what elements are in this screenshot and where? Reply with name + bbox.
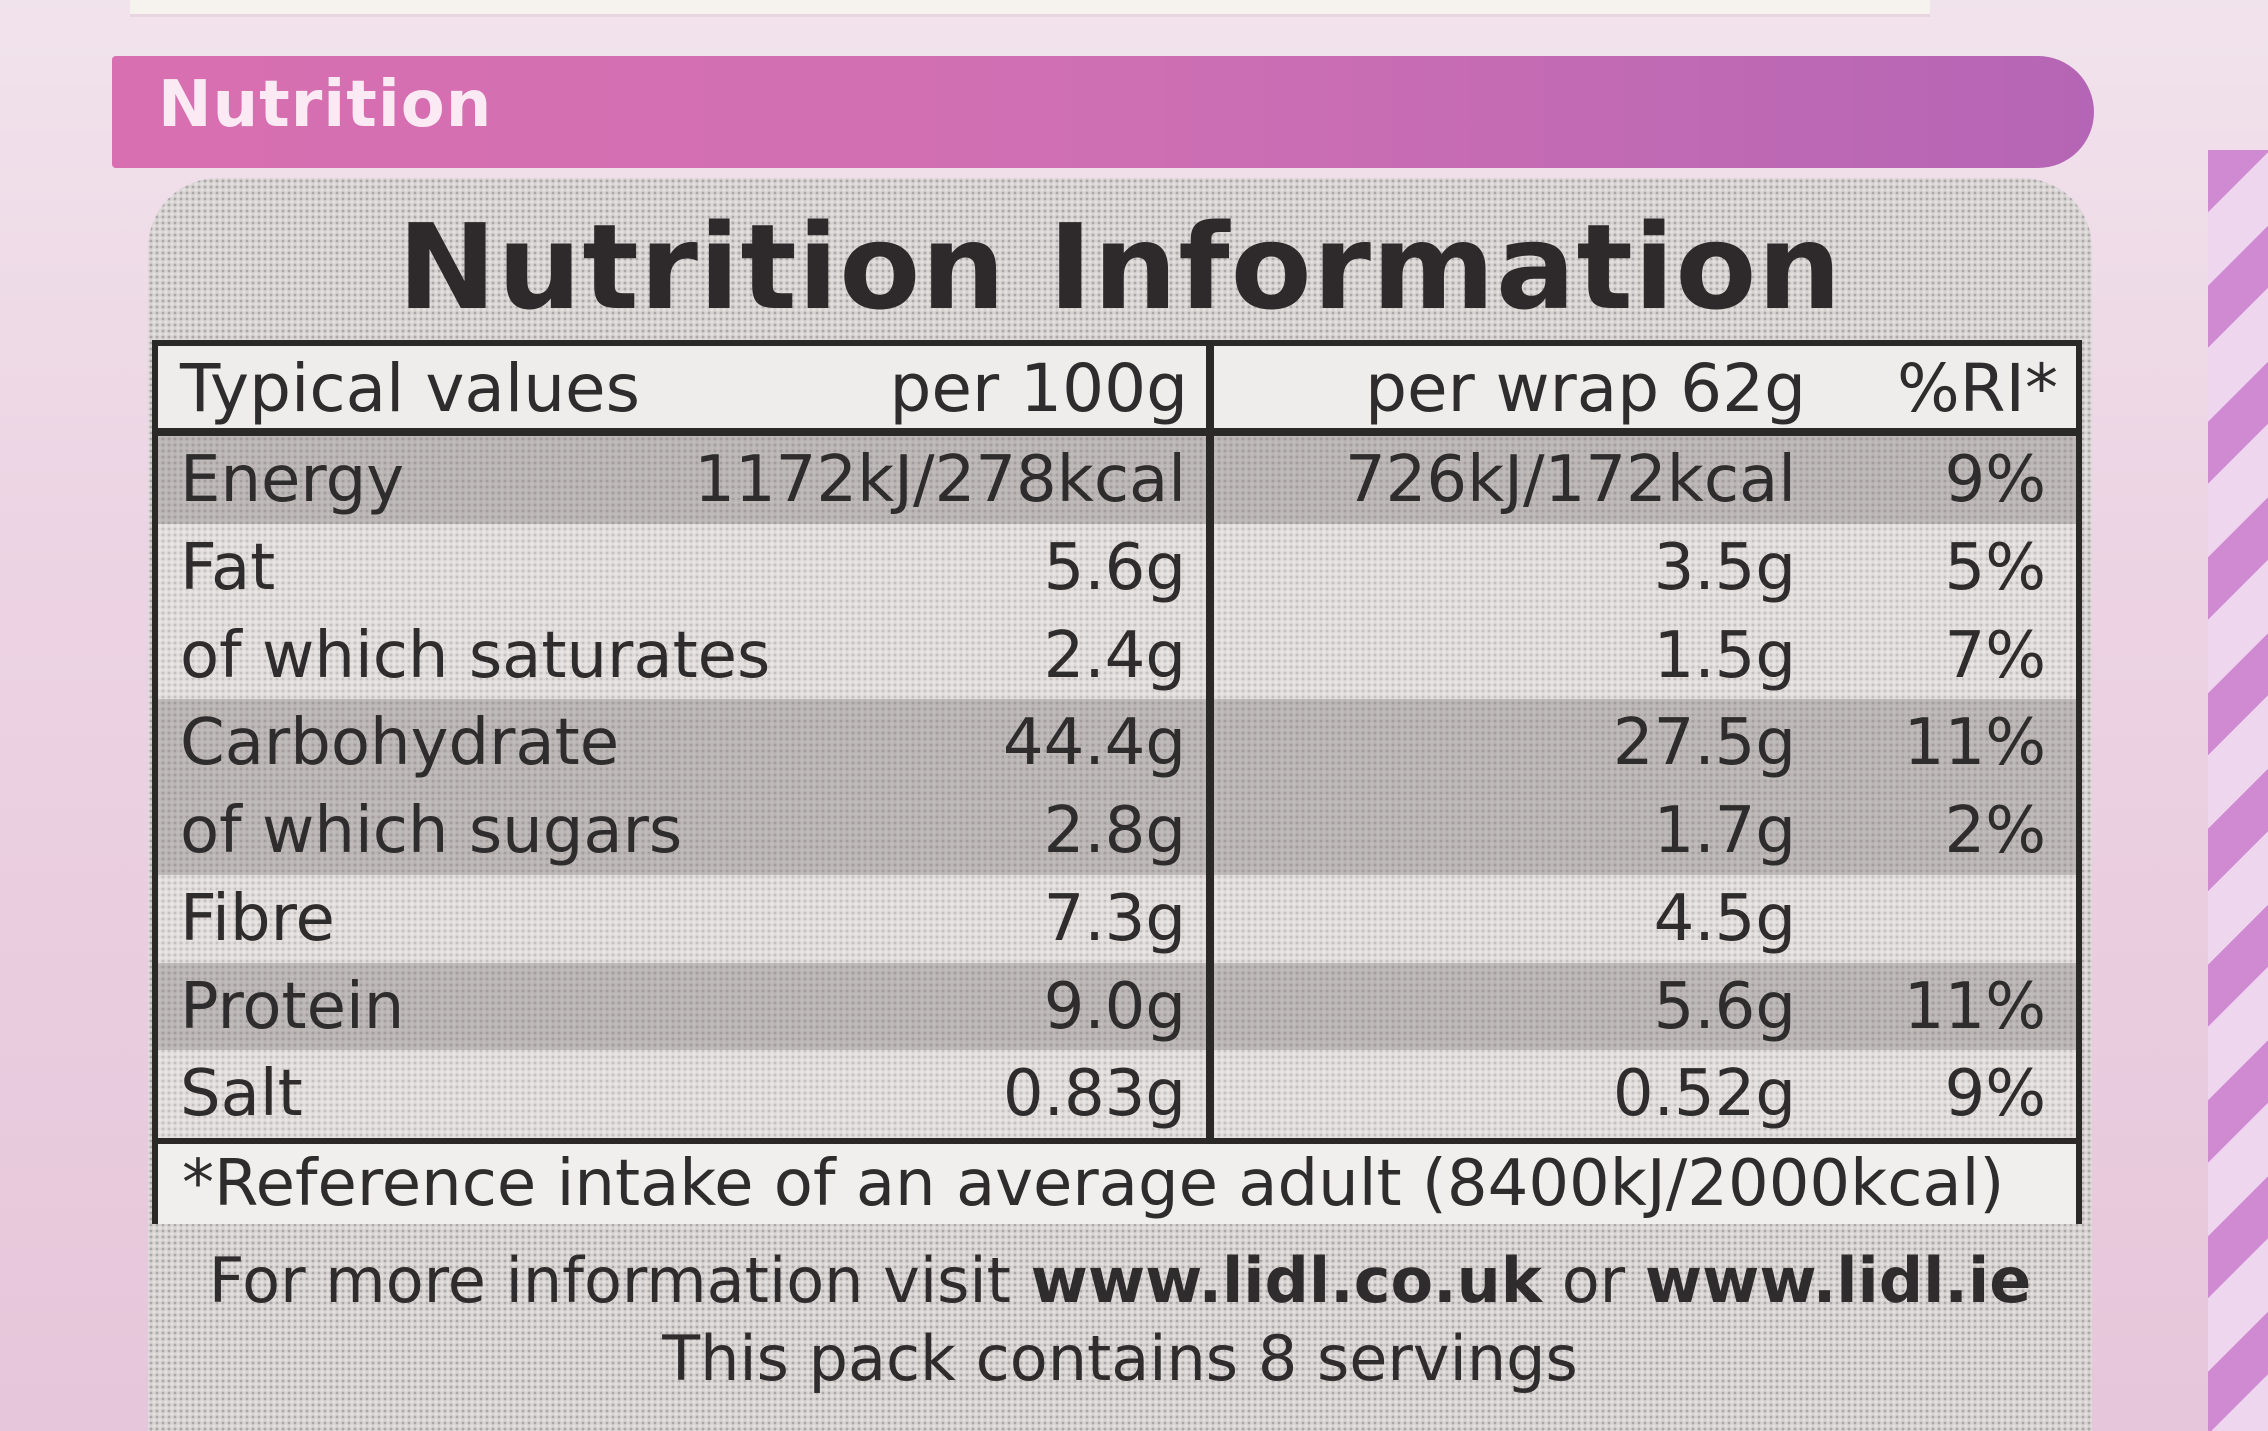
row-per-100g: 5.6g (1043, 530, 1186, 605)
table-row: of which sugars 2.8g 1.7g 2% (158, 787, 2076, 875)
table-footnote-row: *Reference intake of an average adult (8… (158, 1138, 2076, 1224)
table-body: Energy 1172kJ/278kcal 726kJ/172kcal 9% F… (158, 436, 2076, 1138)
nutrition-table: Typical values per 100g per wrap 62g %RI… (152, 340, 2082, 1224)
header-ri: %RI* (1896, 350, 2058, 427)
row-per-100g: 44.4g (1002, 706, 1186, 781)
row-per-100g: 2.4g (1043, 618, 1186, 693)
nutrition-banner: Nutrition (112, 56, 2094, 168)
row-ri: 2% (1944, 794, 2046, 868)
more-info-line: For more information visit www.lidl.co.u… (148, 1244, 2092, 1317)
row-ri: 5% (1944, 530, 2046, 605)
table-header-row: Typical values per 100g per wrap 62g %RI… (158, 346, 2076, 436)
website-link-uk: www.lidl.co.uk (1030, 1244, 1543, 1317)
table-row: Fat 5.6g 3.5g 5% (158, 523, 2076, 612)
package-pattern-edge (2208, 150, 2268, 1431)
row-per-100g: 2.8g (1043, 794, 1186, 868)
table-row: Salt 0.83g 0.52g 9% (158, 1050, 2076, 1138)
table-row: Protein 9.0g 5.6g 11% (158, 962, 2076, 1051)
row-ri: 11% (1903, 969, 2046, 1044)
row-name: Salt (180, 1057, 303, 1132)
table-row: Carbohydrate 44.4g 27.5g 11% (158, 699, 2076, 787)
row-name: Carbohydrate (180, 706, 620, 781)
header-per-100g: per 100g (889, 350, 1188, 427)
reference-intake-footnote: *Reference intake of an average adult (8… (182, 1147, 2005, 1221)
servings-note: This pack contains 8 servings (662, 1322, 1578, 1395)
row-per-serving: 3.5g (1653, 530, 1796, 605)
row-per-serving: 27.5g (1612, 706, 1796, 781)
website-link-ie: www.lidl.ie (1644, 1244, 2032, 1317)
more-info-prefix: For more information visit (208, 1244, 1031, 1317)
row-per-100g: 9.0g (1043, 969, 1186, 1044)
row-ri: 9% (1944, 443, 2046, 517)
row-per-100g: 1172kJ/278kcal (694, 443, 1186, 517)
table-row: Fibre 7.3g 4.5g (158, 874, 2076, 963)
row-per-serving: 1.5g (1653, 618, 1796, 693)
row-per-serving: 1.7g (1653, 794, 1796, 868)
row-per-serving: 0.52g (1612, 1057, 1796, 1132)
row-name: of which sugars (180, 794, 683, 868)
row-ri: 9% (1944, 1057, 2046, 1132)
table-row: of which saturates 2.4g 1.5g 7% (158, 611, 2076, 700)
row-name: Protein (180, 969, 405, 1044)
more-info-or: or (1542, 1244, 1645, 1317)
table-row: Energy 1172kJ/278kcal 726kJ/172kcal 9% (158, 436, 2076, 524)
row-name: Fibre (180, 881, 335, 956)
header-per-serving: per wrap 62g (1365, 350, 1806, 427)
row-per-100g: 0.83g (1002, 1057, 1186, 1132)
row-name: Energy (180, 443, 405, 517)
panel-title: Nutrition Information (397, 198, 1843, 336)
row-name: of which saturates (180, 618, 771, 693)
banner-label: Nutrition (158, 68, 493, 142)
row-name: Fat (180, 530, 276, 605)
row-ri: 11% (1903, 706, 2046, 781)
column-divider (1206, 346, 1214, 1138)
row-per-serving: 4.5g (1653, 881, 1796, 956)
row-per-serving: 726kJ/172kcal (1344, 443, 1796, 517)
row-ri: 7% (1944, 618, 2046, 693)
row-per-100g: 7.3g (1043, 881, 1186, 956)
row-per-serving: 5.6g (1653, 969, 1796, 1044)
package-top-strip (130, 0, 1930, 17)
nutrition-panel: Nutrition Information Typical values per… (148, 178, 2092, 1431)
header-typical-values: Typical values (180, 350, 641, 427)
